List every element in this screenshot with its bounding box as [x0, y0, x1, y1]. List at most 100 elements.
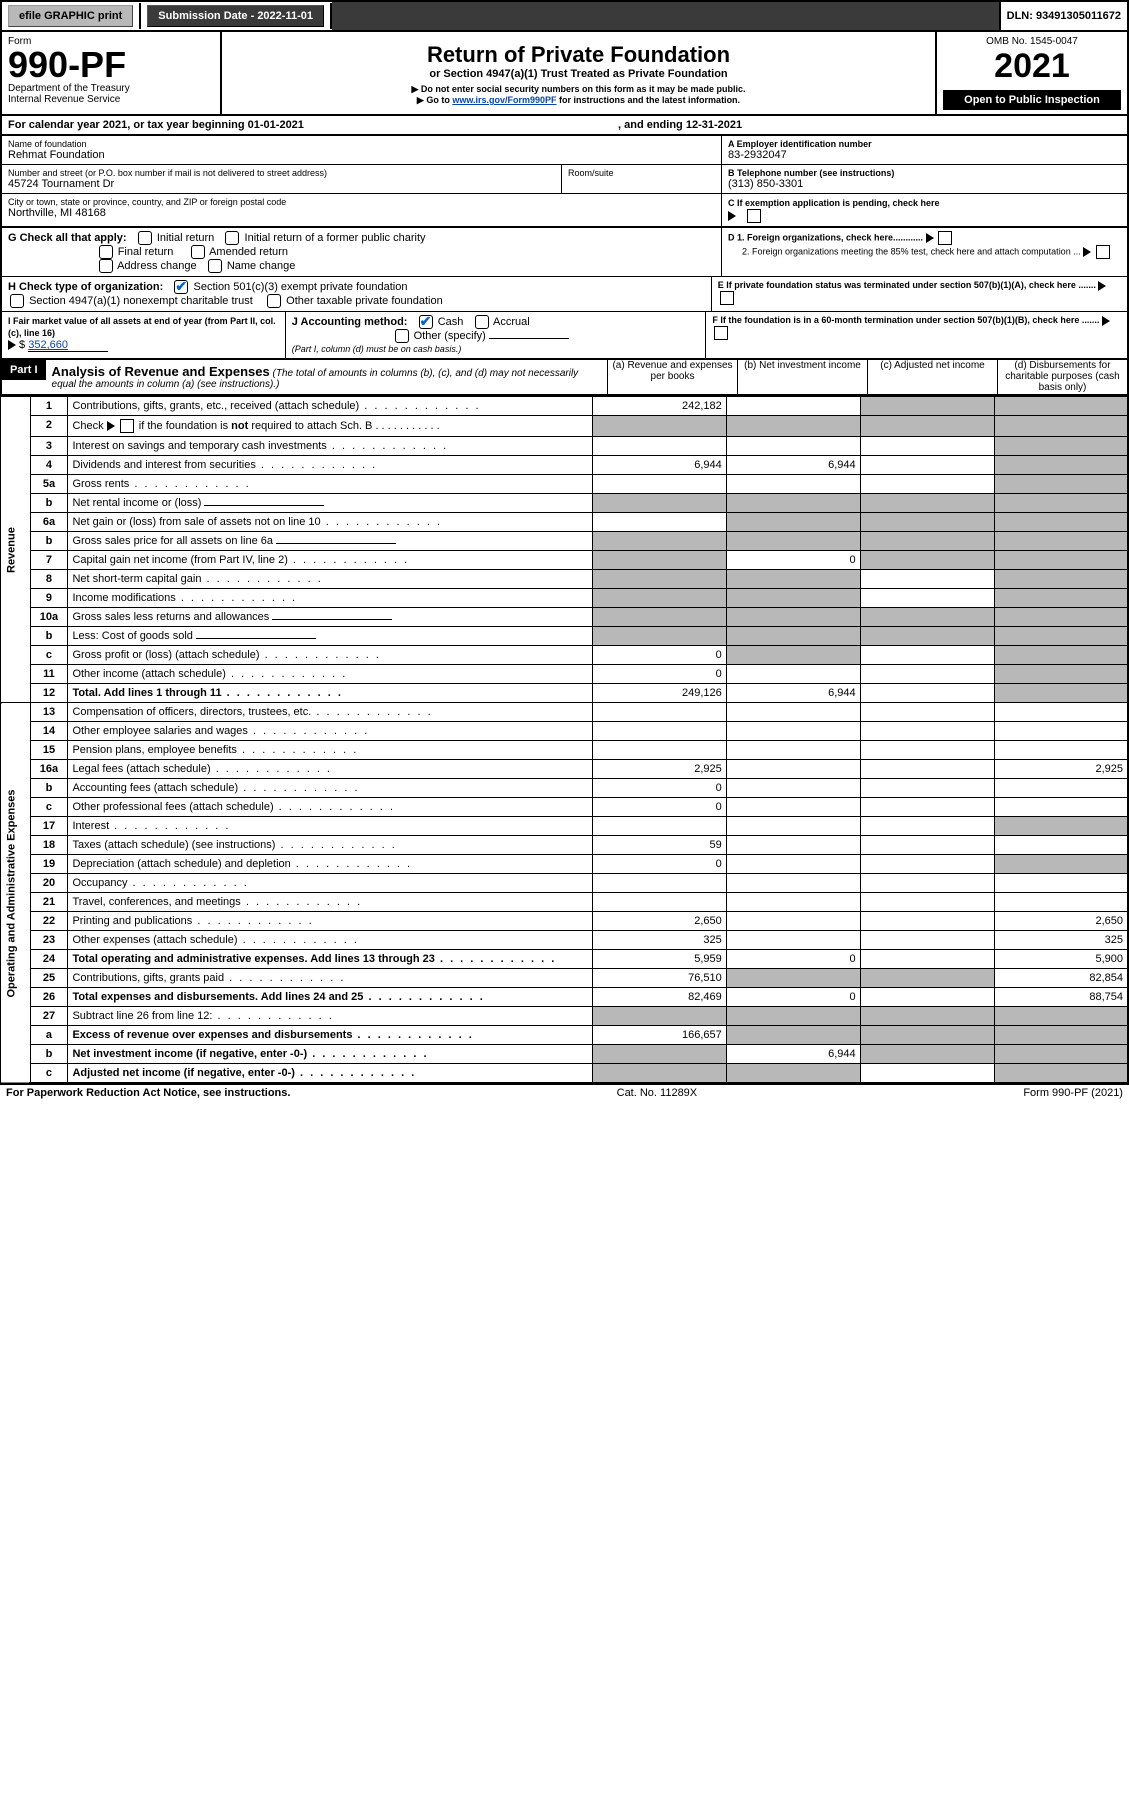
g-name-change-checkbox[interactable]: [208, 259, 222, 273]
footer-mid: Cat. No. 11289X: [617, 1087, 698, 1099]
g-opt-1: Initial return of a former public charit…: [245, 232, 426, 244]
value-cell: [592, 741, 726, 760]
table-row: 16aLegal fees (attach schedule)2,9252,92…: [1, 760, 1128, 779]
line-number: 12: [30, 684, 68, 703]
h-4947-checkbox[interactable]: [10, 294, 24, 308]
value-cell: [860, 456, 994, 475]
line-description: Check if the foundation is not required …: [68, 416, 592, 437]
value-cell: [860, 893, 994, 912]
table-row: 5aGross rents: [1, 475, 1128, 494]
value-cell: [994, 627, 1128, 646]
j-accrual-checkbox[interactable]: [475, 315, 489, 329]
g-address-change-checkbox[interactable]: [99, 259, 113, 273]
phone-value: (313) 850-3301: [728, 178, 894, 190]
i-value-link[interactable]: 352,660: [28, 339, 108, 352]
value-cell: [860, 570, 994, 589]
value-cell: [860, 703, 994, 722]
h-other-checkbox[interactable]: [267, 294, 281, 308]
line-number: 22: [30, 912, 68, 931]
form-header-left: Form 990-PF Department of the Treasury I…: [2, 32, 222, 114]
value-cell: [726, 836, 860, 855]
value-cell: [994, 475, 1128, 494]
value-cell: [994, 494, 1128, 513]
calendar-end: , and ending 12-31-2021: [612, 116, 748, 134]
value-cell: 325: [592, 931, 726, 950]
value-cell: [860, 397, 994, 416]
part1-tag-wrap: Part I: [2, 360, 46, 394]
j-other-blank: [489, 338, 569, 339]
j-other-checkbox[interactable]: [395, 329, 409, 343]
d1-checkbox[interactable]: [938, 231, 952, 245]
value-cell: [726, 513, 860, 532]
value-cell: 242,182: [592, 397, 726, 416]
addr-label: Number and street (or P.O. box number if…: [8, 168, 555, 178]
g-opt-4: Address change: [117, 260, 197, 272]
line-description: Gross profit or (loss) (attach schedule): [68, 646, 592, 665]
value-cell: [994, 570, 1128, 589]
line-description: Subtract line 26 from line 12:: [68, 1007, 592, 1026]
part1-title-cell: Analysis of Revenue and Expenses (The to…: [46, 360, 607, 394]
value-cell: [860, 551, 994, 570]
line-description: Total. Add lines 1 through 11: [68, 684, 592, 703]
value-cell: 82,854: [994, 969, 1128, 988]
table-row: 4Dividends and interest from securities6…: [1, 456, 1128, 475]
g-final-return-checkbox[interactable]: [99, 245, 113, 259]
line-description: Compensation of officers, directors, tru…: [68, 703, 592, 722]
line-description: Gross sales price for all assets on line…: [68, 532, 592, 551]
form990pf-link[interactable]: www.irs.gov/Form990PF: [452, 95, 556, 105]
line-number: 10a: [30, 608, 68, 627]
g-cell: G Check all that apply: Initial return I…: [2, 228, 722, 276]
value-cell: [860, 874, 994, 893]
foundation-name: Rehmat Foundation: [8, 149, 715, 161]
table-row: 14Other employee salaries and wages: [1, 722, 1128, 741]
room-cell: Room/suite: [562, 165, 722, 193]
value-cell: [994, 874, 1128, 893]
value-cell: [726, 665, 860, 684]
table-row: 18Taxes (attach schedule) (see instructi…: [1, 836, 1128, 855]
note2-prefix: ▶ Go to: [417, 95, 452, 105]
line-number: 20: [30, 874, 68, 893]
value-cell: [860, 836, 994, 855]
j-cash-checkbox[interactable]: [419, 315, 433, 329]
g-amended-checkbox[interactable]: [191, 245, 205, 259]
e-checkbox[interactable]: [720, 291, 734, 305]
value-cell: [860, 817, 994, 836]
line-number: 26: [30, 988, 68, 1007]
table-row: cGross profit or (loss) (attach schedule…: [1, 646, 1128, 665]
g-initial-former-checkbox[interactable]: [225, 231, 239, 245]
value-cell: [860, 475, 994, 494]
table-row: cAdjusted net income (if negative, enter…: [1, 1064, 1128, 1084]
value-cell: [860, 1026, 994, 1045]
value-cell: [592, 532, 726, 551]
submission-button[interactable]: Submission Date - 2022-11-01: [147, 5, 324, 27]
line-number: 13: [30, 703, 68, 722]
revenue-side-label: Revenue: [1, 397, 30, 703]
line-number: 8: [30, 570, 68, 589]
d2-checkbox[interactable]: [1096, 245, 1110, 259]
value-cell: [726, 817, 860, 836]
value-cell: [592, 1045, 726, 1064]
e-cell: E If private foundation status was termi…: [712, 277, 1127, 311]
value-cell: [994, 665, 1128, 684]
line-description: Pension plans, employee benefits: [68, 741, 592, 760]
value-cell: [994, 817, 1128, 836]
value-cell: [592, 627, 726, 646]
col-a-header: (a) Revenue and expenses per books: [607, 360, 737, 394]
j-accrual: Accrual: [493, 316, 530, 328]
h-501c3-checkbox[interactable]: [174, 280, 188, 294]
table-row: bGross sales price for all assets on lin…: [1, 532, 1128, 551]
g-initial-return-checkbox[interactable]: [138, 231, 152, 245]
table-row: 26Total expenses and disbursements. Add …: [1, 988, 1128, 1007]
arrow-icon: [1098, 281, 1106, 291]
f-checkbox[interactable]: [714, 326, 728, 340]
value-cell: [994, 397, 1128, 416]
value-cell: 0: [726, 551, 860, 570]
table-row: 12Total. Add lines 1 through 11249,1266,…: [1, 684, 1128, 703]
value-cell: [860, 532, 994, 551]
c-checkbox[interactable]: [747, 209, 761, 223]
efile-button[interactable]: efile GRAPHIC print: [8, 5, 133, 27]
schB-checkbox[interactable]: [120, 419, 134, 433]
value-cell: [860, 912, 994, 931]
table-row: 17Interest: [1, 817, 1128, 836]
value-cell: [726, 1026, 860, 1045]
